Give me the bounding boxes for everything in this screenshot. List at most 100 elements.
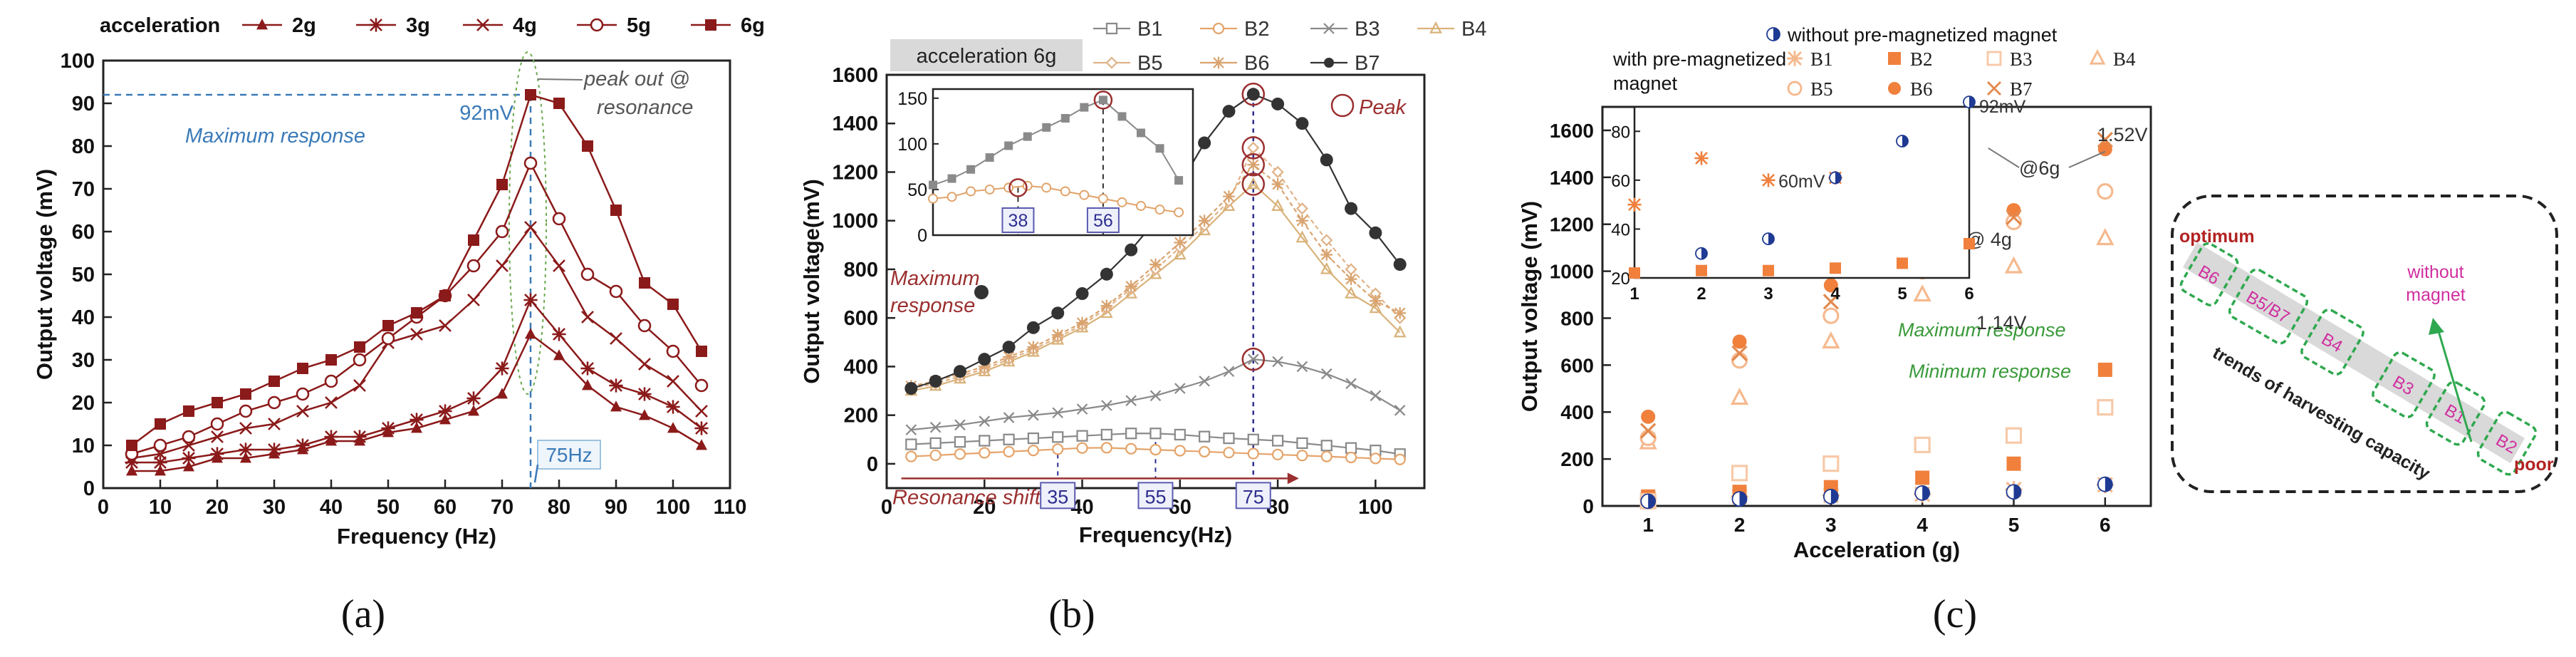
data-point-B3 <box>1149 390 1162 402</box>
data-point-3g <box>410 413 424 427</box>
peak-value-label: 92mV <box>459 102 513 125</box>
inset-data-point-B1 <box>1098 95 1107 105</box>
y-tick-label: 200 <box>844 405 878 428</box>
data-point-4g <box>439 319 452 332</box>
data-point-B6 <box>1076 316 1088 329</box>
data-point-3g <box>182 451 196 465</box>
inset-data-point-B1 <box>1117 112 1127 121</box>
data-point-B6 <box>1345 273 1357 285</box>
data-point-5g <box>324 374 338 388</box>
legend-marker-B5 <box>1787 81 1803 96</box>
y-tick-label: 1000 <box>832 210 878 233</box>
data-point-5g <box>495 224 509 239</box>
inset-data-point-0 <box>1694 151 1709 165</box>
data-point-B3 <box>1052 407 1064 419</box>
at6g-arrow <box>1988 148 2020 168</box>
legend-title: acceleration <box>100 14 220 37</box>
inset-data-point-2 <box>1829 171 1842 185</box>
y-tick-label: 200 <box>1560 448 1594 470</box>
data-point-B1 <box>1100 428 1112 441</box>
inset-data-point-B2 <box>1154 205 1165 215</box>
inset-peak-circle <box>1008 178 1028 197</box>
data-point-2g <box>155 465 166 476</box>
data-point-B1 <box>1052 431 1064 443</box>
inset-data-point-2-fill <box>1701 247 1707 259</box>
data-point-5 <box>2006 202 2021 217</box>
data-point-B2 <box>1076 442 1088 454</box>
legend-marker-4g <box>476 19 489 31</box>
x-tick-label: 70 <box>491 496 513 519</box>
x-tick-label: 4 <box>1917 514 1928 536</box>
inset-data-point-B2 <box>1174 207 1184 217</box>
data-point-B1 <box>1027 432 1040 445</box>
x-tick-label: 110 <box>714 496 747 519</box>
data-point-B5 <box>1320 234 1333 247</box>
x-tick-label: 6 <box>2100 514 2111 536</box>
data-point-B2 <box>1271 448 1284 461</box>
legend-marker-3g <box>369 18 383 32</box>
data-point-B6 <box>1003 351 1015 363</box>
inset-data-point-B1 <box>1004 141 1013 150</box>
data-point-B1 <box>1247 433 1259 445</box>
data-point-4g <box>467 294 480 306</box>
data-point-2g <box>696 439 707 450</box>
data-point-1 <box>1915 470 1930 485</box>
y-tick-label: 50 <box>72 264 95 286</box>
data-point-B2 <box>1296 450 1308 462</box>
peak-circle <box>1241 83 1266 106</box>
inset-data-point-B2 <box>947 192 957 202</box>
inset-data-point-0 <box>1627 197 1642 212</box>
data-point-6g <box>696 346 707 357</box>
data-point-7-fill <box>1830 489 1838 504</box>
data-point-B3 <box>1296 361 1308 373</box>
inset-data-point-B1 <box>1080 103 1089 112</box>
y-tick-label: 0 <box>867 453 878 476</box>
data-point-B2 <box>954 448 966 460</box>
inset-data-point-B1 <box>1060 114 1070 123</box>
data-point-4g <box>211 430 224 443</box>
inset-x-tick-label: 6 <box>1964 284 1973 304</box>
data-point-4 <box>1731 352 1748 369</box>
data-point-B6 <box>1369 294 1382 307</box>
legend-label-B7: B7 <box>1355 52 1380 75</box>
max-response-marker <box>974 285 989 299</box>
data-point-B2 <box>1027 444 1040 457</box>
y-tick-label: 40 <box>72 306 95 329</box>
x-tick-label: 20 <box>206 496 229 519</box>
data-point-7-fill <box>1922 485 1930 500</box>
data-point-5 <box>1823 278 1838 293</box>
inset-x-marker-box <box>1086 207 1120 233</box>
y-axis-label: Output voltage (mV) <box>1517 201 1542 412</box>
inset-data-point-1 <box>1830 262 1841 274</box>
inset-y-tick-label: 100 <box>897 135 927 155</box>
y-tick-label: 800 <box>844 259 878 281</box>
data-point-B6 <box>1271 178 1284 190</box>
data-point-B6 <box>1394 306 1407 319</box>
inset-data-point-B1 <box>1155 144 1164 153</box>
data-point-6g <box>354 341 365 353</box>
data-point-4g <box>353 379 366 392</box>
data-point-3g <box>153 455 167 470</box>
resonance-shift-arrowhead <box>1287 472 1299 485</box>
inset-data-point-0 <box>1761 173 1775 187</box>
data-point-B4 <box>1125 286 1138 299</box>
data-point-B3 <box>1076 403 1088 415</box>
data-point-5g <box>182 430 196 444</box>
legend-label-B3: B3 <box>2010 48 2033 70</box>
data-point-B6 <box>1247 158 1260 171</box>
data-point-7-fill <box>1648 494 1656 509</box>
data-point-B7 <box>1026 321 1040 334</box>
data-point-B5 <box>1247 141 1260 154</box>
legend-marker-B7 <box>1986 81 2002 96</box>
data-point-B1 <box>1223 432 1235 445</box>
data-point-2g <box>126 465 137 476</box>
data-point-5g <box>153 438 167 452</box>
data-point-B2 <box>1394 453 1406 465</box>
y-tick-label: 1400 <box>832 113 878 135</box>
data-point-B3 <box>1394 405 1406 416</box>
panel-c-chart: 0 200 400 600 800 1000 1200 1400 1600 1 2 3 4 5 6 Accel… <box>1517 24 2152 562</box>
x-tick-label: 10 <box>149 496 172 519</box>
data-point-5g <box>694 378 709 393</box>
legend-marker-B7 <box>1324 58 1334 68</box>
data-point-B6 <box>1320 249 1333 261</box>
